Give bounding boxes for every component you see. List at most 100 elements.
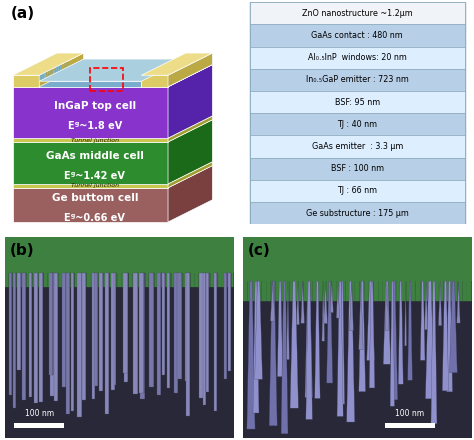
- Polygon shape: [168, 53, 212, 87]
- Polygon shape: [449, 281, 457, 373]
- Polygon shape: [346, 281, 355, 422]
- Polygon shape: [119, 63, 120, 81]
- Polygon shape: [318, 274, 322, 301]
- Polygon shape: [247, 281, 255, 429]
- Polygon shape: [336, 266, 341, 301]
- Polygon shape: [39, 59, 186, 81]
- Polygon shape: [60, 64, 62, 81]
- Polygon shape: [429, 274, 434, 301]
- Polygon shape: [374, 270, 378, 301]
- Text: 100 nm: 100 nm: [395, 409, 424, 418]
- Polygon shape: [44, 64, 46, 81]
- Polygon shape: [350, 267, 355, 301]
- Polygon shape: [355, 267, 360, 301]
- Polygon shape: [13, 87, 168, 138]
- Polygon shape: [40, 271, 44, 287]
- Polygon shape: [72, 69, 73, 81]
- Polygon shape: [397, 273, 401, 301]
- Polygon shape: [453, 270, 457, 301]
- Polygon shape: [457, 267, 462, 301]
- Polygon shape: [130, 69, 132, 81]
- Polygon shape: [113, 261, 117, 287]
- Polygon shape: [85, 65, 86, 81]
- Text: InGaP top cell: InGaP top cell: [54, 101, 136, 111]
- Polygon shape: [207, 272, 210, 287]
- Bar: [243, 237, 472, 281]
- Polygon shape: [177, 273, 182, 379]
- Polygon shape: [444, 274, 448, 301]
- Polygon shape: [420, 281, 425, 360]
- Polygon shape: [28, 264, 32, 287]
- Polygon shape: [112, 70, 114, 81]
- Polygon shape: [63, 70, 64, 81]
- Polygon shape: [47, 264, 51, 287]
- Polygon shape: [135, 70, 137, 81]
- Polygon shape: [401, 268, 406, 301]
- Polygon shape: [392, 273, 397, 301]
- Text: TJ : 40 nm: TJ : 40 nm: [337, 120, 377, 129]
- Polygon shape: [111, 273, 115, 390]
- Polygon shape: [39, 273, 44, 402]
- Polygon shape: [416, 272, 420, 301]
- Polygon shape: [51, 268, 55, 287]
- Polygon shape: [94, 273, 99, 386]
- Text: BSF : 100 nm: BSF : 100 nm: [331, 164, 384, 173]
- Polygon shape: [269, 281, 277, 426]
- Polygon shape: [405, 281, 407, 346]
- Polygon shape: [12, 262, 17, 287]
- Polygon shape: [369, 281, 375, 388]
- Polygon shape: [90, 68, 91, 81]
- Polygon shape: [172, 262, 175, 287]
- Polygon shape: [156, 261, 160, 287]
- Bar: [250, 158, 465, 180]
- Polygon shape: [186, 273, 190, 416]
- Polygon shape: [247, 268, 252, 301]
- Bar: [5, 237, 234, 273]
- Polygon shape: [13, 273, 16, 408]
- Polygon shape: [187, 263, 191, 287]
- Polygon shape: [65, 62, 66, 81]
- Polygon shape: [331, 271, 336, 301]
- Polygon shape: [285, 270, 290, 301]
- Polygon shape: [106, 70, 107, 81]
- Polygon shape: [117, 271, 121, 287]
- Polygon shape: [425, 274, 429, 301]
- Bar: [385, 423, 435, 428]
- Polygon shape: [94, 269, 98, 287]
- Text: (c): (c): [247, 243, 270, 258]
- Polygon shape: [168, 165, 212, 222]
- Polygon shape: [121, 67, 123, 81]
- Polygon shape: [308, 267, 313, 301]
- Text: GaAs emitter  : 3.3 μm: GaAs emitter : 3.3 μm: [311, 142, 403, 151]
- Polygon shape: [35, 273, 38, 403]
- Polygon shape: [322, 281, 325, 341]
- Polygon shape: [191, 263, 195, 287]
- Polygon shape: [434, 271, 439, 301]
- Polygon shape: [330, 281, 333, 312]
- Polygon shape: [152, 261, 156, 287]
- Polygon shape: [51, 69, 52, 81]
- Polygon shape: [360, 273, 364, 301]
- Polygon shape: [148, 265, 152, 287]
- Polygon shape: [149, 273, 154, 387]
- Polygon shape: [46, 65, 48, 81]
- Text: (b): (b): [9, 243, 34, 258]
- Text: (a): (a): [10, 6, 35, 21]
- Polygon shape: [125, 264, 129, 287]
- Polygon shape: [296, 281, 299, 325]
- Polygon shape: [81, 66, 82, 81]
- Polygon shape: [281, 281, 288, 434]
- Bar: [250, 202, 465, 224]
- Polygon shape: [49, 69, 50, 81]
- Polygon shape: [5, 263, 9, 287]
- Polygon shape: [447, 281, 453, 392]
- Polygon shape: [305, 281, 312, 397]
- Polygon shape: [102, 271, 106, 287]
- Polygon shape: [420, 272, 425, 301]
- Polygon shape: [54, 70, 55, 81]
- Polygon shape: [55, 263, 59, 287]
- Polygon shape: [168, 53, 212, 87]
- Polygon shape: [290, 268, 294, 301]
- Polygon shape: [44, 264, 47, 287]
- Polygon shape: [411, 269, 416, 301]
